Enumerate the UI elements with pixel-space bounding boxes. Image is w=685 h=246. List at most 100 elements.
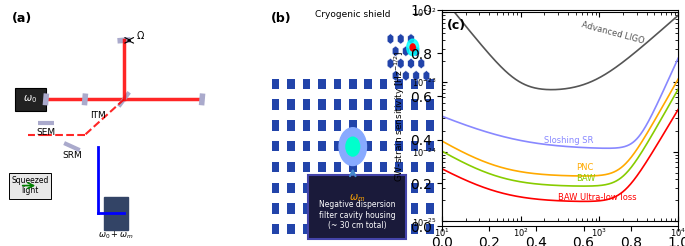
Text: (b): (b) [271, 12, 291, 25]
Bar [334, 162, 341, 172]
Bar [395, 203, 403, 214]
Bar [318, 224, 326, 234]
Text: Squeezed
light: Squeezed light [12, 176, 49, 195]
Bar [303, 120, 310, 131]
Bar [349, 99, 357, 110]
Bar [411, 183, 418, 193]
X-axis label: GW frequency $\Omega\cdot(2\pi)^{-1}$ [Hz]: GW frequency $\Omega\cdot(2\pi)^{-1}$ [H… [495, 244, 625, 246]
Bar [411, 79, 418, 89]
Bar [395, 183, 403, 193]
Bar [426, 203, 434, 214]
Bar [395, 141, 403, 151]
Bar [318, 203, 326, 214]
Bar [395, 79, 403, 89]
Text: SRM: SRM [62, 151, 82, 160]
Bar [349, 183, 357, 193]
Bar [411, 162, 418, 172]
Bar [411, 224, 418, 234]
Bar [426, 141, 434, 151]
Bar [272, 141, 279, 151]
Bar [303, 183, 310, 193]
Bar [364, 141, 372, 151]
Bar [364, 79, 372, 89]
Bar [288, 99, 295, 110]
Bar [334, 183, 341, 193]
FancyBboxPatch shape [14, 88, 46, 111]
Text: (a): (a) [12, 12, 32, 25]
Text: $\omega_0+\omega_m$: $\omega_0+\omega_m$ [99, 230, 134, 241]
Bar [334, 141, 341, 151]
Circle shape [407, 39, 419, 56]
Bar [426, 79, 434, 89]
Bar [272, 183, 279, 193]
Bar [411, 203, 418, 214]
Bar [272, 99, 279, 110]
Bar [303, 141, 310, 151]
Text: Advanced LIGO: Advanced LIGO [581, 21, 646, 46]
Bar [318, 79, 326, 89]
Bar [349, 224, 357, 234]
Text: (c): (c) [447, 18, 466, 31]
FancyBboxPatch shape [10, 173, 51, 199]
Bar [379, 224, 388, 234]
Bar [334, 224, 341, 234]
Text: BAW Ultra-low loss: BAW Ultra-low loss [558, 193, 637, 202]
Bar [303, 99, 310, 110]
Bar [364, 162, 372, 172]
Bar [318, 99, 326, 110]
Bar [272, 203, 279, 214]
Bar [411, 141, 418, 151]
Text: $\omega_0$: $\omega_0$ [23, 93, 37, 105]
Bar [395, 224, 403, 234]
Text: BAW: BAW [575, 174, 595, 183]
Bar [379, 120, 388, 131]
Bar [318, 141, 326, 151]
Bar [288, 120, 295, 131]
Bar [288, 141, 295, 151]
Bar [411, 120, 418, 131]
Bar [288, 203, 295, 214]
Bar [303, 79, 310, 89]
Bar [426, 120, 434, 131]
Circle shape [346, 137, 360, 156]
Text: Cryogenic shield: Cryogenic shield [315, 10, 390, 19]
Circle shape [339, 128, 366, 166]
Bar [288, 183, 295, 193]
Bar [303, 162, 310, 172]
Bar [334, 79, 341, 89]
Bar [395, 162, 403, 172]
Bar [426, 162, 434, 172]
Bar [379, 183, 388, 193]
Bar [334, 99, 341, 110]
Text: $\Omega$: $\Omega$ [136, 29, 145, 41]
Text: PNC: PNC [575, 163, 593, 172]
Text: Negative dispersion
filter cavity housing
(~ 30 cm total): Negative dispersion filter cavity housin… [319, 200, 395, 230]
Text: Sloshing SR: Sloshing SR [545, 136, 594, 145]
Bar [395, 120, 403, 131]
Circle shape [410, 44, 415, 51]
Bar [379, 141, 388, 151]
Bar [272, 120, 279, 131]
Bar [379, 99, 388, 110]
Text: $\omega_m$: $\omega_m$ [349, 193, 365, 204]
Bar [334, 203, 341, 214]
Bar [272, 79, 279, 89]
Bar [395, 99, 403, 110]
Bar [379, 162, 388, 172]
Bar [318, 183, 326, 193]
Bar [426, 224, 434, 234]
Bar [349, 141, 357, 151]
Bar [303, 203, 310, 214]
Bar [364, 224, 372, 234]
Bar [303, 224, 310, 234]
Bar [364, 203, 372, 214]
Bar [288, 79, 295, 89]
Y-axis label: GW-strain sensitivity [Hz$^{-1/2}$]: GW-strain sensitivity [Hz$^{-1/2}$] [393, 51, 407, 183]
Text: SEM: SEM [36, 128, 55, 137]
Bar [379, 203, 388, 214]
Bar [318, 120, 326, 131]
Bar [364, 99, 372, 110]
Bar [426, 183, 434, 193]
Bar [349, 79, 357, 89]
Bar [288, 224, 295, 234]
